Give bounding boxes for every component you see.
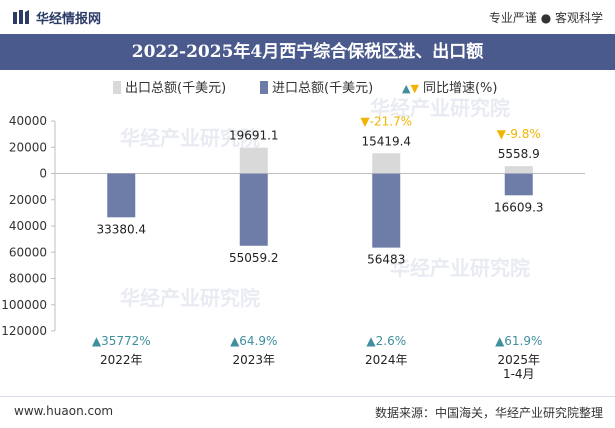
legend-up-arrow-icon: ▲ xyxy=(402,82,411,95)
chart-area: 华经产业研究院华经产业研究院华经产业研究院华经产业研究院400002000002… xyxy=(1,96,585,381)
logo-icon xyxy=(13,10,29,24)
watermark-text: 华经产业研究院 xyxy=(120,286,260,310)
watermark-text: 华经产业研究院 xyxy=(390,256,530,280)
export-value-label: 19691.1 xyxy=(229,129,279,143)
export-bar xyxy=(504,166,533,174)
y-tick-label: 20000 xyxy=(9,140,47,154)
legend-import: 进口总额(千美元) xyxy=(260,77,373,96)
y-tick-label: 0 xyxy=(39,167,47,181)
legend-yoy-label: 同比增速(%) xyxy=(422,81,498,96)
legend: 出口总额(千美元) 进口总额(千美元) ▲▼ 同比增速(%) xyxy=(0,77,615,96)
legend-yoy: ▲▼ 同比增速(%) xyxy=(402,77,497,96)
legend-export-swatch xyxy=(113,81,121,94)
x-category-label: 2024年 xyxy=(365,353,408,367)
import-yoy-label: ▲35772% xyxy=(92,334,151,348)
chart-title: 2022-2025年4月西宁综合保税区进、出口额 xyxy=(0,34,615,70)
legend-export-label: 出口总额(千美元) xyxy=(125,81,227,96)
x-category-label: 2022年 xyxy=(100,353,143,367)
top-bar: 华经情报网 专业严谨 ● 客观科学 xyxy=(0,0,615,34)
export-bar xyxy=(239,147,268,174)
footer-website[interactable]: www.huaon.com xyxy=(14,404,114,418)
watermark-text: 华经产业研究院 xyxy=(370,96,510,120)
import-value-label: 33380.4 xyxy=(96,222,146,236)
legend-export: 出口总额(千美元) xyxy=(113,77,226,96)
export-yoy-label: ▼-9.8% xyxy=(497,127,541,141)
export-value-label: 15419.4 xyxy=(361,134,411,148)
import-bar xyxy=(107,173,136,218)
export-yoy-label: ▼-21.7% xyxy=(360,114,412,128)
import-bar xyxy=(239,173,268,246)
import-yoy-label: ▲2.6% xyxy=(366,334,406,348)
x-category-label: 2023年 xyxy=(232,353,275,367)
export-bar xyxy=(372,153,401,174)
y-tick-label: 60000 xyxy=(9,245,47,259)
import-yoy-label: ▲64.9% xyxy=(230,334,277,348)
brand-name[interactable]: 华经情报网 xyxy=(36,12,102,27)
tagline: 专业严谨 ● 客观科学 xyxy=(488,11,603,25)
footer: www.huaon.com 数据来源：中国海关，华经产业研究院整理 xyxy=(0,396,615,428)
y-tick-label: 120000 xyxy=(1,324,47,338)
footer-source: 数据来源：中国海关，华经产业研究院整理 xyxy=(374,406,603,420)
import-value-label: 56483 xyxy=(367,253,405,267)
import-value-label: 16609.3 xyxy=(494,200,544,214)
x-category-label: 2025年 xyxy=(497,353,540,367)
y-tick-label: 40000 xyxy=(9,114,47,128)
import-value-label: 55059.2 xyxy=(229,251,279,265)
import-yoy-label: ▲61.9% xyxy=(495,334,542,348)
y-tick-label: 40000 xyxy=(9,219,47,233)
y-tick-label: 100000 xyxy=(1,298,47,312)
y-tick-label: 80000 xyxy=(9,272,47,286)
import-bar xyxy=(372,173,401,248)
legend-import-swatch xyxy=(260,81,268,94)
y-tick-label: 20000 xyxy=(9,193,47,207)
import-bar xyxy=(504,173,533,196)
legend-import-label: 进口总额(千美元) xyxy=(272,81,374,96)
watermark-text: 华经产业研究院 xyxy=(120,126,260,150)
x-category-label: 1-4月 xyxy=(503,367,535,381)
legend-down-arrow-icon: ▼ xyxy=(410,82,419,95)
export-value-label: 5558.9 xyxy=(498,147,540,161)
